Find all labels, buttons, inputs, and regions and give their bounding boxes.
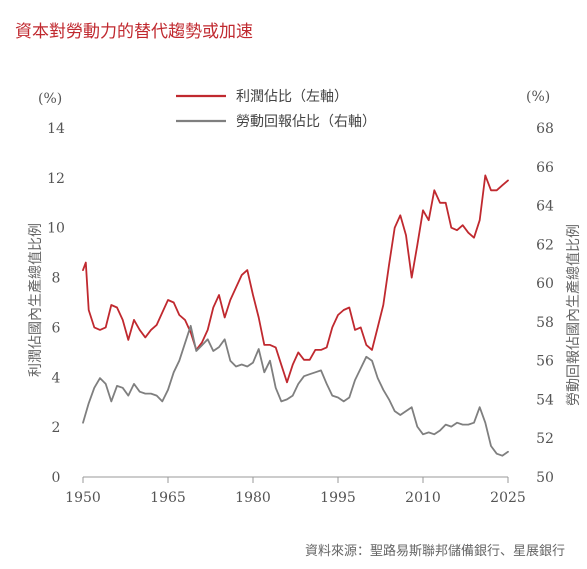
labor-share-line [82, 324, 509, 457]
right-tick-label: 68 [536, 121, 554, 137]
left-tick-label: 0 [52, 470, 61, 486]
right-tick-label: 66 [536, 160, 554, 176]
legend-labor-label: 勞動回報佔比（右軸） [236, 114, 376, 130]
profit-share-line [82, 174, 509, 384]
chart-title: 資本對勞動力的替代趨勢或加速 [15, 22, 253, 42]
left-tick-label: 4 [52, 370, 61, 386]
left-tick-label: 12 [47, 171, 65, 187]
x-axis-ticks: 1950 1965 1980 1995 2010 2025 [65, 477, 526, 506]
right-axis-unit: (%) [526, 89, 550, 105]
right-tick-label: 54 [536, 392, 554, 408]
right-tick-label: 60 [536, 276, 554, 292]
right-axis-ticks: 50 52 54 56 58 60 62 64 66 68 [536, 121, 554, 486]
right-axis-label: 勞動回報佔國內生產總值比例 [565, 224, 582, 406]
x-tick-label: 2025 [490, 490, 526, 506]
x-tick-label: 1950 [65, 490, 101, 506]
left-tick-label: 14 [47, 121, 65, 137]
left-tick-label: 2 [52, 420, 61, 436]
x-tick-label: 1965 [150, 490, 186, 506]
right-tick-label: 50 [536, 470, 554, 486]
right-tick-label: 62 [536, 237, 554, 253]
left-tick-label: 6 [52, 320, 61, 336]
right-tick-label: 56 [536, 354, 554, 370]
source-note: 資料來源：聖路易斯聯邦儲備銀行、星展銀行 [305, 543, 565, 559]
left-axis-ticks: 0 2 4 6 8 10 12 14 [47, 121, 65, 486]
legend-profit-label: 利潤佔比（左軸） [236, 89, 348, 105]
x-tick-label: 1980 [235, 490, 271, 506]
x-tick-label: 1995 [320, 490, 356, 506]
left-axis-label: 利潤佔國內生產總值比例 [27, 223, 44, 377]
series-layer [82, 174, 509, 457]
right-tick-label: 58 [536, 315, 554, 331]
legend: 利潤佔比（左軸） 勞動回報佔比（右軸） [176, 89, 376, 130]
right-tick-label: 64 [536, 199, 554, 215]
left-axis-unit: (%) [38, 91, 62, 107]
right-tick-label: 52 [536, 431, 554, 447]
x-tick-label: 2010 [405, 490, 441, 506]
left-tick-label: 8 [52, 271, 61, 287]
left-tick-label: 10 [47, 221, 65, 237]
